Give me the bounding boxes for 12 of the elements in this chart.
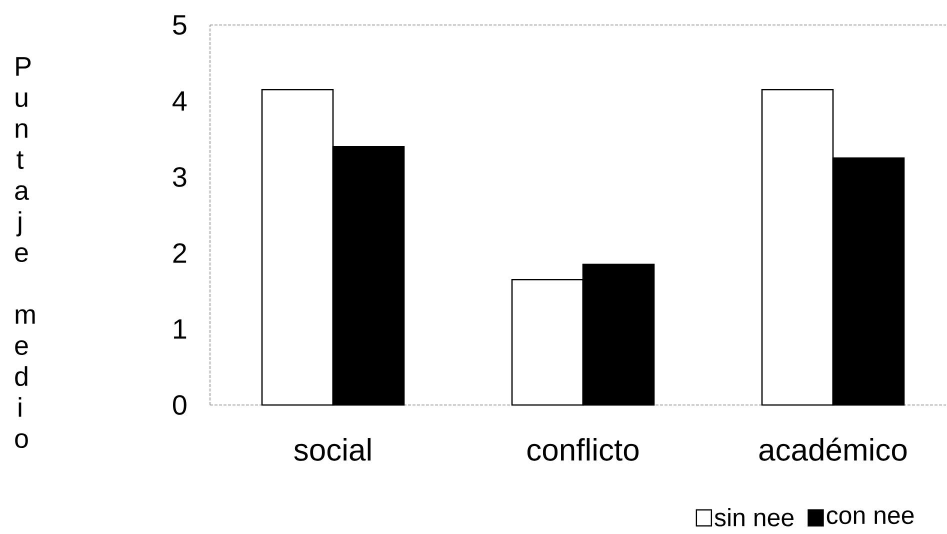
y-tick-label: 1: [174, 319, 186, 339]
y-tick-label: 3: [172, 167, 186, 187]
x-tick-label: conflicto: [527, 438, 639, 461]
y-tick-label: 2: [173, 243, 186, 263]
text: Puntaje medio: [15, 57, 35, 448]
x-tick-label: académico: [759, 438, 907, 461]
y-tick-label: 5: [173, 15, 186, 35]
y-tick-label: 4: [172, 91, 187, 111]
legend-label: sin nee: [714, 508, 794, 526]
x-tick-label: social: [294, 438, 371, 461]
legend-label: con nee: [826, 510, 914, 524]
y-tick-label: 0: [173, 395, 186, 415]
